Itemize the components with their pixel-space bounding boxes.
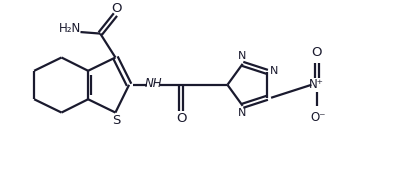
Text: O: O <box>311 46 322 59</box>
Text: N⁺: N⁺ <box>309 78 324 91</box>
Text: N: N <box>238 108 246 118</box>
Text: S: S <box>112 114 120 127</box>
Text: N: N <box>270 66 278 76</box>
Text: O: O <box>112 2 122 15</box>
Text: O: O <box>176 112 186 125</box>
Text: O⁻: O⁻ <box>310 111 326 124</box>
Text: H₂N: H₂N <box>59 22 81 35</box>
Text: NH: NH <box>145 77 162 90</box>
Text: N: N <box>238 51 246 61</box>
